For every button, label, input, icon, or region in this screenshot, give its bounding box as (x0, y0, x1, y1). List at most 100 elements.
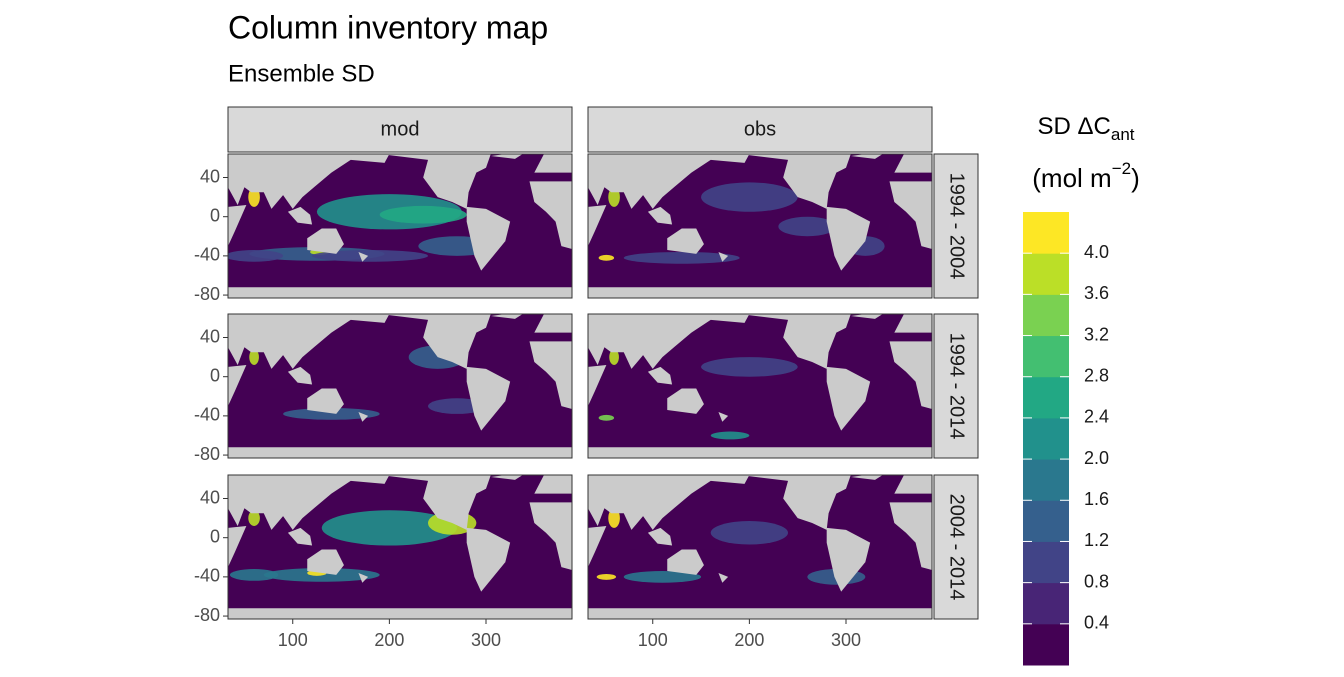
land (490, 475, 523, 480)
panel-border (227, 153, 573, 299)
legend-label: 1.2 (1084, 530, 1109, 550)
land (588, 154, 750, 209)
land (228, 608, 572, 619)
land (667, 549, 704, 575)
panel-border (587, 313, 933, 459)
legend-label: 0.4 (1084, 613, 1109, 633)
legend-label: 1.6 (1084, 489, 1109, 509)
land (228, 204, 247, 247)
legend-label: 0.8 (1084, 571, 1109, 591)
x-tick-label: 200 (734, 630, 764, 650)
land (588, 364, 607, 407)
land (466, 206, 511, 271)
panel-border (587, 474, 933, 620)
colorbar-bin (1023, 376, 1069, 419)
x-tick-label: 300 (831, 630, 861, 650)
legend-label: 3.2 (1084, 324, 1109, 344)
colorbar-bin (1023, 582, 1069, 625)
field-patch (248, 510, 260, 526)
field-patch (710, 431, 750, 440)
field-patch (379, 205, 467, 224)
land (894, 154, 932, 173)
field-patch (598, 254, 615, 261)
legend-label: 3.6 (1084, 283, 1109, 303)
land (358, 411, 369, 422)
y-tick-label: 40 (200, 487, 220, 507)
land (588, 525, 607, 568)
panel-border (227, 313, 573, 459)
land (466, 527, 511, 592)
y-tick-label: 40 (200, 166, 220, 186)
strip (227, 106, 573, 153)
legend-label: 2.4 (1084, 407, 1109, 427)
y-tick-label: -40 (194, 566, 220, 586)
strip (587, 106, 933, 153)
land (529, 181, 572, 250)
land (718, 251, 729, 262)
land (490, 154, 523, 159)
x-tick-label: 300 (471, 630, 501, 650)
land (894, 314, 932, 333)
land (490, 314, 523, 319)
field-patch (312, 250, 429, 262)
land (588, 314, 750, 369)
land (588, 608, 932, 619)
field-patch (701, 182, 798, 212)
strip (933, 474, 979, 620)
y-tick-label: 40 (200, 326, 220, 346)
y-tick-label: -40 (194, 405, 220, 425)
land (534, 475, 572, 494)
land (228, 154, 390, 209)
field-patch (609, 349, 619, 365)
land (307, 388, 344, 414)
strip-label: 1994 - 2004 (946, 173, 968, 280)
chart-title: Column inventory map (228, 9, 548, 45)
land (647, 206, 673, 225)
land (889, 502, 932, 571)
y-tick-label: -40 (194, 245, 220, 265)
land (739, 475, 851, 530)
land (850, 475, 883, 480)
land (534, 314, 572, 333)
legend-title-sub: ant (1111, 125, 1135, 144)
land (718, 411, 729, 422)
strip (933, 313, 979, 459)
land (358, 572, 369, 583)
map-panel (588, 154, 932, 298)
field-patch (596, 573, 617, 580)
map-panel (228, 154, 572, 298)
legend-title-main: SD ΔC (1037, 113, 1110, 140)
colorbar-bin (1023, 294, 1069, 337)
legend-title: SD ΔCant (1037, 113, 1134, 144)
chart-subtitle: Ensemble SD (228, 60, 375, 87)
y-tick-label: -80 (194, 444, 220, 464)
land (529, 341, 572, 410)
colorbar-bin (1023, 623, 1069, 666)
land (466, 366, 511, 431)
land (379, 314, 491, 369)
land (534, 154, 572, 173)
field-patch (710, 521, 789, 545)
land (850, 314, 883, 319)
land (379, 475, 491, 530)
legend-unit: (mol m−2) (1032, 159, 1140, 192)
land (889, 181, 932, 250)
field-patch (623, 251, 740, 264)
land (287, 206, 313, 225)
y-tick-label: 0 (210, 365, 220, 385)
colorbar-bin (1023, 417, 1069, 460)
land (739, 154, 851, 209)
strip-label: 2004 - 2014 (946, 494, 968, 601)
land (287, 527, 313, 546)
land (889, 341, 932, 410)
x-tick-label: 100 (278, 630, 308, 650)
colorbar-bin (1023, 212, 1069, 254)
land (588, 287, 932, 298)
land (667, 388, 704, 414)
land (307, 228, 344, 254)
panel-border (227, 474, 573, 620)
colorbar-bin (1023, 253, 1069, 295)
land (718, 572, 729, 583)
x-tick-label: 100 (638, 630, 668, 650)
